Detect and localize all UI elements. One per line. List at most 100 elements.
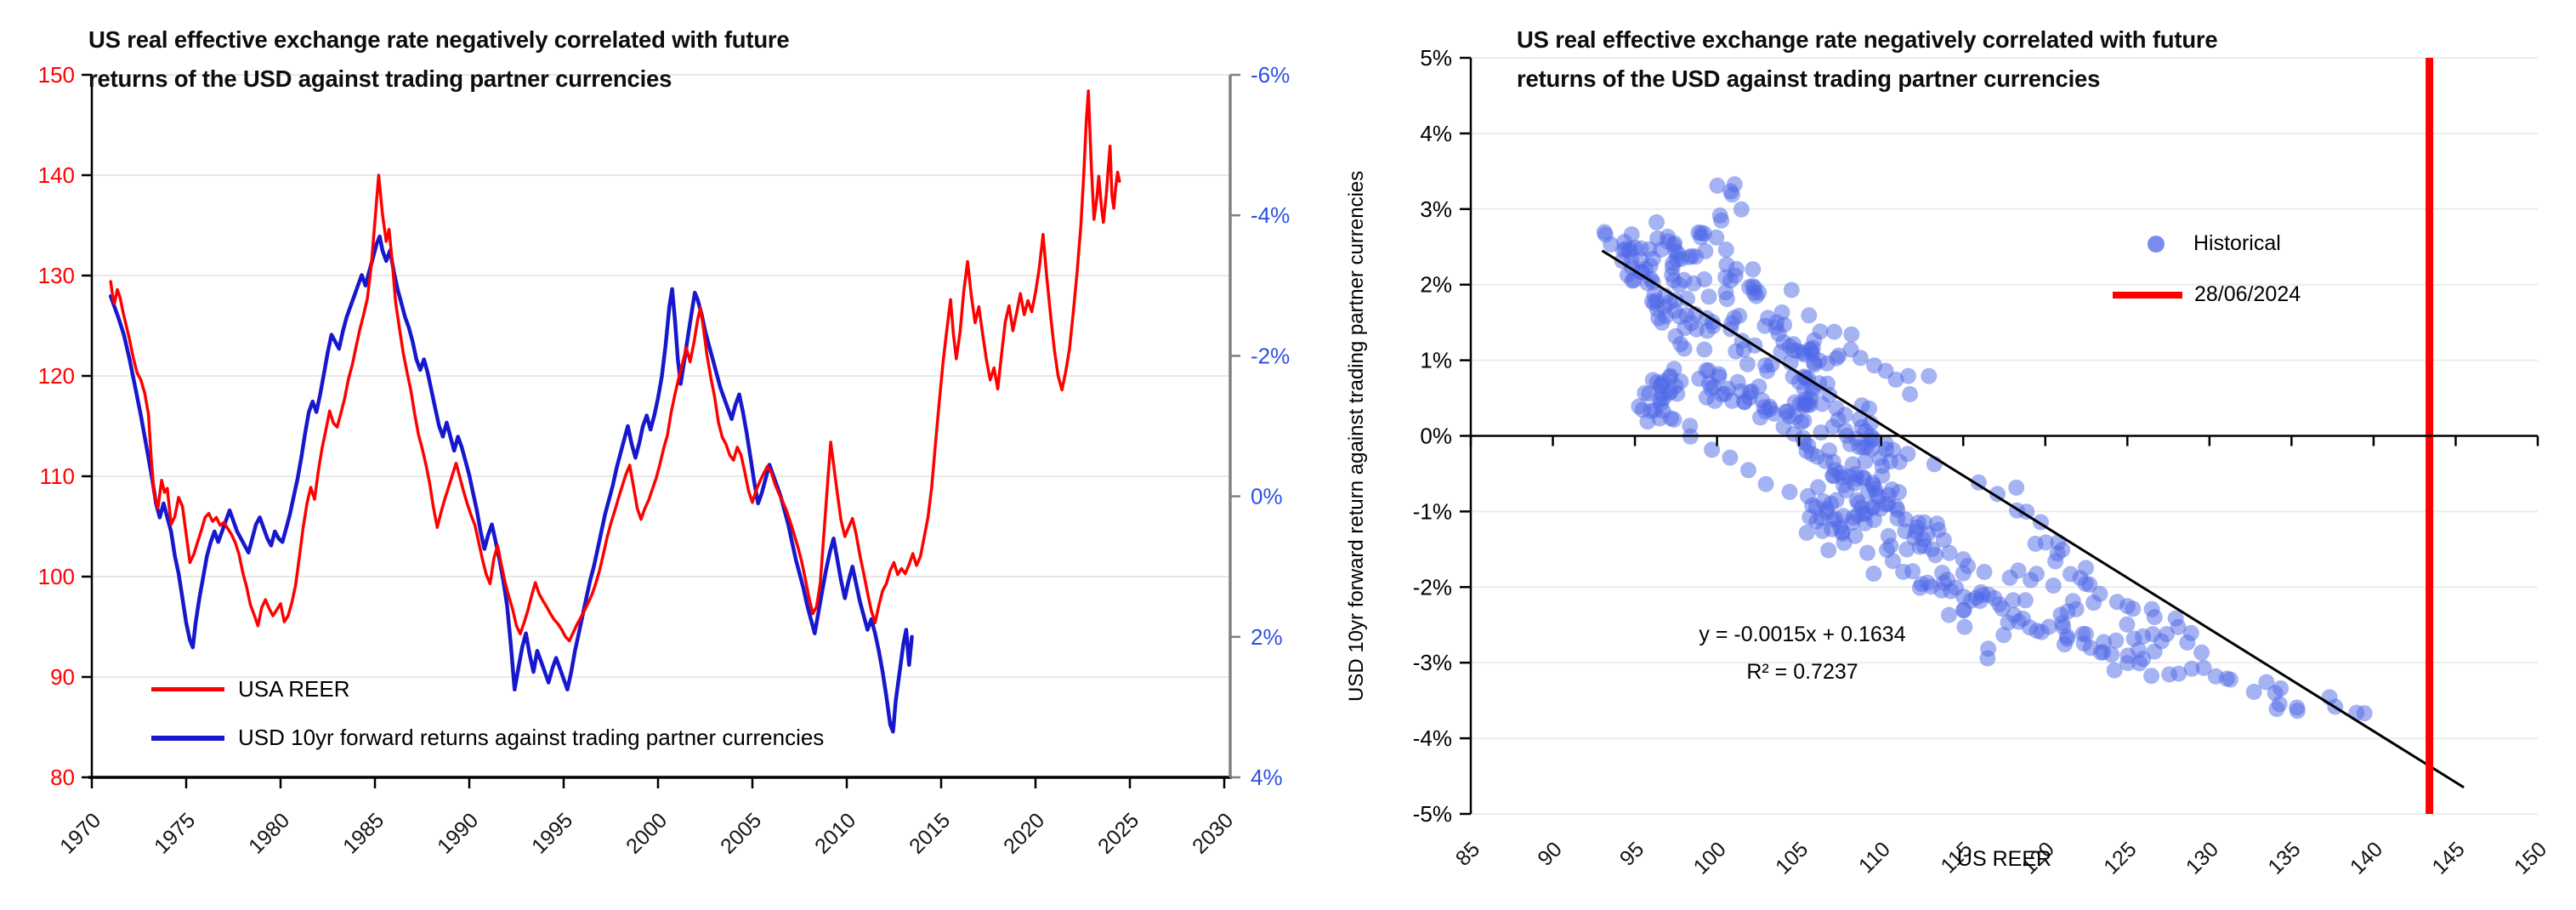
left-y-tick-label: 110 xyxy=(40,464,75,489)
right-y-tick-label: -5% xyxy=(1413,801,1452,827)
left-y-tick-label: 90 xyxy=(50,664,75,690)
scatter-dot xyxy=(1933,582,1950,599)
trendline-equation-line2: R² = 0.7237 xyxy=(1746,660,1858,684)
trend-line xyxy=(1601,249,2465,789)
left-y-tick-label: 130 xyxy=(38,263,75,288)
legend-item-usa-reer: USA REER xyxy=(151,676,824,702)
scatter-dot xyxy=(1853,499,1870,516)
right-y-tick-label: -6% xyxy=(1251,62,1290,88)
right-chart-plot: 5%4%3%2%1%0%-1%-2%-3%-4%-5%85 90 95 100 105 1… xyxy=(1413,45,2551,879)
scatter-dot xyxy=(1664,266,1681,283)
scatter-dot xyxy=(2059,603,2076,620)
scatter-dot xyxy=(1717,242,1734,258)
scatter-dot xyxy=(1651,410,1668,427)
right-chart-y-axis-title: USD 10yr forward return against trading … xyxy=(1345,170,1368,702)
left-y-tick-label: 80 xyxy=(50,765,75,790)
scatter-dot xyxy=(2183,660,2200,677)
current-date-line-swatch xyxy=(2113,291,2182,299)
scatter-dot xyxy=(1690,225,1707,241)
scatter-dot xyxy=(1995,627,2012,644)
scatter-dot xyxy=(2146,643,2163,660)
scatter-dot xyxy=(1668,251,1685,268)
left-y-tick-label: 100 xyxy=(38,564,75,589)
scatter-dot xyxy=(2245,684,2262,700)
scatter-dot xyxy=(1709,177,1726,194)
scatter-dot xyxy=(2047,553,2064,570)
scatter-dot xyxy=(1810,479,1826,496)
scatter-dot xyxy=(2143,668,2160,685)
scatter-dot xyxy=(1665,236,1682,253)
scatter-dot xyxy=(1733,333,1750,350)
right-y-tick-label: 1% xyxy=(1420,348,1452,373)
scatter-dot xyxy=(1741,390,1758,407)
scatter-dot xyxy=(2193,644,2210,661)
left-gridlines xyxy=(92,74,1230,678)
scatter-dot xyxy=(1801,307,1818,324)
scatter-dot xyxy=(1790,373,1807,390)
right-y-tick-label: -4% xyxy=(1251,202,1290,228)
scatter-dot xyxy=(1898,541,1915,558)
scatter-dot xyxy=(2125,600,2142,617)
scatter-dot xyxy=(2078,626,2094,642)
scatter-dot xyxy=(2059,630,2075,647)
scatter-dot xyxy=(1781,483,1798,500)
legend-item-historical: Historical xyxy=(2148,231,2281,256)
left-x-tick-label: 1985 xyxy=(338,808,389,858)
scatter-dot xyxy=(2005,592,2022,609)
scatter-dot xyxy=(2268,701,2285,718)
current-date-legend-label: 28/06/2024 xyxy=(2194,282,2301,306)
left-chart-plot: 150 140 130 120 110 100 90 80 -6% -4% -2% 0% 2% 4% 197… xyxy=(38,62,1291,859)
usd-forward-line-swatch xyxy=(151,735,224,741)
left-y-tick-label: 150 xyxy=(38,62,75,88)
scatter-dot xyxy=(1728,260,1745,277)
scatter-dot xyxy=(1804,497,1821,514)
scatter-dot xyxy=(1700,288,1717,305)
right-chart-title-line1: US real effective exchange rate negative… xyxy=(1517,26,2218,53)
scatter-dot xyxy=(1708,229,1725,246)
scatter-dot xyxy=(1826,323,1842,340)
right-chart-title-line2: returns of the USD against trading partn… xyxy=(1517,65,2101,92)
scatter-dot xyxy=(1676,340,1693,357)
right-y-tick-label: 3% xyxy=(1420,196,1452,222)
usa-reer-line-swatch xyxy=(151,687,224,691)
scatter-dot xyxy=(2170,618,2187,635)
scatter-dot xyxy=(1711,366,1728,383)
right-y-tick-label: -1% xyxy=(1413,498,1452,524)
scatter-dot xyxy=(1773,344,1790,361)
scatter-dot xyxy=(2028,623,2045,640)
right-chart: 5% 4% 3% 2% 1% 0% -1% -2% -3% -4% -5% 85 90 95 100 105 1… xyxy=(1326,0,2576,910)
scatter-dot xyxy=(1874,458,1891,475)
left-chart-legend: USA REER USD 10yr forward returns agains… xyxy=(151,676,825,774)
scatter-dot xyxy=(1757,475,1774,492)
scatter-dot xyxy=(1714,386,1731,403)
scatter-dot xyxy=(2195,659,2212,676)
scatter-dot xyxy=(1756,317,1773,334)
scatter-dot xyxy=(1934,565,1951,581)
scatter-dot xyxy=(2017,592,2034,609)
scatter-dot xyxy=(1941,606,1957,623)
scatter-dot xyxy=(1865,566,1882,582)
scatter-dot xyxy=(2095,644,2112,661)
scatter-dot xyxy=(1763,356,1780,373)
left-x-tick-label: 2025 xyxy=(1093,808,1143,858)
legend-item-current-date: 28/06/2024 xyxy=(2113,282,2301,307)
scatter-dot xyxy=(2143,600,2160,617)
scatter-dot xyxy=(2170,665,2187,682)
scatter-dot xyxy=(1859,483,1876,500)
scatter-dot xyxy=(1783,282,1800,299)
left-x-tick-label: 1990 xyxy=(433,808,483,858)
scatter-dot xyxy=(1828,492,1845,509)
scatter-dot xyxy=(1980,640,1997,657)
scatter-dot xyxy=(1739,355,1756,373)
scatter-dot xyxy=(1654,390,1671,407)
trendline-equation: y = -0.0015x + 0.1634 R² = 0.7237 xyxy=(1581,616,2023,691)
scatter-dot xyxy=(1956,618,1973,635)
scatter-dot xyxy=(2106,662,2123,679)
scatter-dot xyxy=(1806,355,1823,372)
usd-forward-legend-label: USD 10yr forward returns against trading… xyxy=(238,725,825,750)
scatter-dot xyxy=(1857,452,1874,469)
left-x-tick-label: 1970 xyxy=(55,808,105,858)
scatter-dot xyxy=(1795,344,1812,361)
scatter-dot xyxy=(1900,367,1916,384)
right-chart-x-axis-title: US REER xyxy=(1956,847,2052,871)
